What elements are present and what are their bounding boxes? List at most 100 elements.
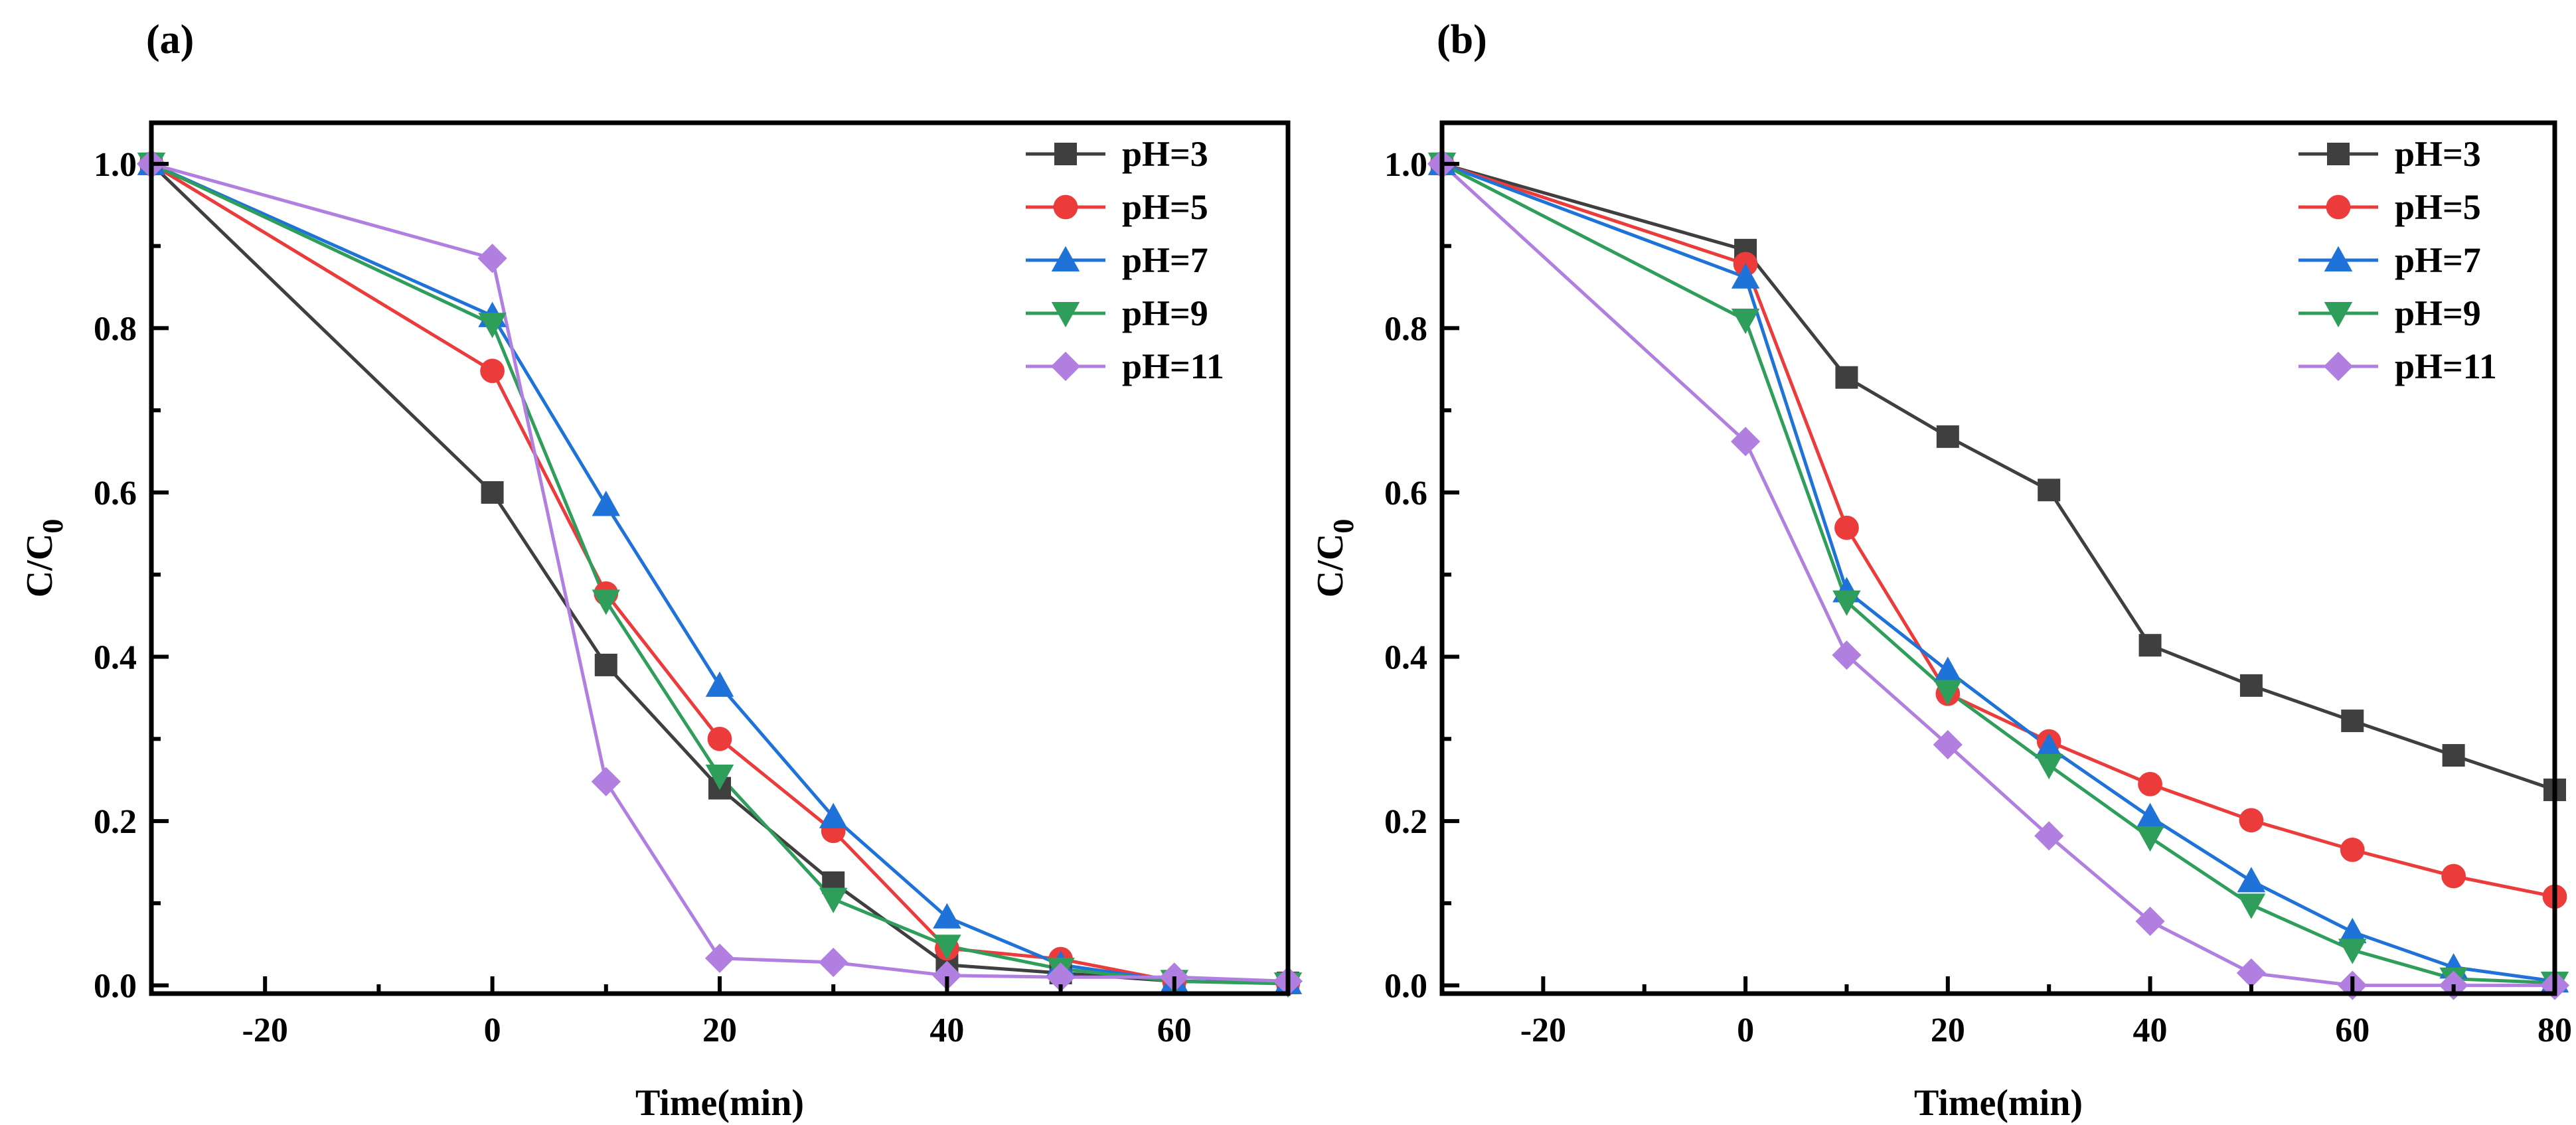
panel-label: (a)	[146, 17, 194, 62]
data-point-pH=7-30	[819, 802, 848, 828]
series-line-pH=3	[150, 163, 1289, 985]
x-tick-label: -20	[1520, 1012, 1566, 1049]
data-point-pH=7-20	[705, 671, 734, 697]
data-point-pH=9-0	[478, 313, 507, 338]
x-tick-label: 60	[1157, 1012, 1192, 1049]
y-tick-label: 0.6	[1384, 475, 1427, 512]
data-point-pH=11-0	[1730, 427, 1761, 457]
data-point-pH=11-0	[477, 244, 507, 273]
x-tick-label: 40	[2133, 1012, 2168, 1049]
legend-marker-pH=11	[2323, 351, 2354, 382]
data-point-pH=5-20	[707, 726, 732, 751]
data-point-pH=3-60	[2341, 710, 2364, 733]
data-point-pH=9-60	[2338, 938, 2367, 964]
series-line-pH=9	[1441, 162, 2555, 985]
legend-marker-pH=11	[1050, 351, 1081, 382]
data-point-pH=11-10	[591, 767, 621, 796]
data-point-pH=7-50	[2237, 867, 2266, 893]
data-point-pH=11-20	[704, 943, 735, 973]
series-line-pH=9	[150, 162, 1289, 986]
series-line-pH=7	[1441, 162, 2555, 983]
data-point-pH=5-60	[2340, 838, 2365, 862]
data-point-pH=5-10	[1834, 515, 1859, 540]
x-axis-title: Time(min)	[635, 1083, 804, 1124]
x-tick-label: -20	[242, 1012, 288, 1049]
data-point-pH=7-40	[933, 903, 961, 929]
chart-panel-a: (a) -20 0 20 40 60 0.0 0.2 0.4 0.6 0.8 1.0 Time(min)…	[19, 17, 1303, 1124]
legend-label: pH=5	[2395, 187, 2481, 227]
data-point-pH=3-50	[2239, 674, 2263, 697]
data-point-pH=9-0	[1731, 309, 1760, 335]
legend: pH=3 pH=5 pH=7 pH=9 pH=11	[2298, 134, 2497, 386]
legend-label: pH=5	[1122, 187, 1208, 227]
y-axis-title-subscript: 0	[1327, 519, 1360, 534]
data-point-pH=7-60	[2338, 917, 2367, 944]
y-tick-label: 0.2	[1384, 803, 1427, 841]
data-point-pH=3-10	[1835, 366, 1858, 389]
legend-label: pH=11	[1122, 346, 1224, 386]
series-line-pH=11	[151, 162, 1289, 983]
data-point-pH=9-20	[1933, 680, 1963, 706]
data-point-pH=3-40	[2138, 634, 2162, 657]
data-point-pH=3-0	[481, 481, 504, 504]
series-line-pH=5	[1441, 162, 2555, 899]
series-group	[1427, 149, 2570, 1000]
legend-marker-pH=3	[2327, 143, 2350, 165]
data-point-pH=7-0	[1731, 263, 1760, 289]
data-point-pH=9-20	[705, 765, 734, 790]
data-point-pH=3-70	[2442, 744, 2465, 767]
y-tick-label: 0.2	[94, 803, 137, 841]
y-axis-title-subscript: 0	[37, 519, 69, 534]
series-line-pH=3	[1441, 162, 2555, 792]
legend-label: pH=9	[2395, 293, 2481, 333]
y-tick-label: 0.0	[1384, 968, 1427, 1006]
x-tick-label: 20	[1931, 1012, 1965, 1049]
y-tick-label: 0.4	[94, 639, 137, 677]
legend-label: pH=3	[2395, 134, 2481, 174]
data-point-pH=9-40	[2136, 826, 2164, 852]
data-point-pH=7-40	[2136, 802, 2164, 828]
series-line-pH=11	[1441, 163, 2555, 988]
x-tick-label: 60	[2335, 1012, 2370, 1049]
x-tick-label: 80	[2537, 1012, 2572, 1049]
data-point-pH=11-50	[1046, 962, 1076, 992]
data-point-pH=11-30	[819, 947, 848, 978]
chart-panel-b: (b) -20 0 20 40 60 80 0.0 0.2 0.4 0.6 0.8 1.0 Time(mi…	[1310, 17, 2572, 1124]
y-tick-label: 0.6	[94, 475, 137, 512]
legend-label: pH=11	[2395, 346, 2497, 386]
plot-frame	[149, 120, 1291, 996]
data-point-pH=11-10	[1832, 640, 1862, 670]
x-tick-label: 40	[929, 1012, 964, 1049]
y-tick-label: 1.0	[94, 146, 137, 184]
data-point-pH=5-50	[2239, 808, 2264, 833]
x-tick-label: 0	[1737, 1012, 1754, 1049]
y-tick-label: 0.0	[94, 968, 137, 1006]
data-point-pH=9-40	[933, 935, 961, 960]
series-line-pH=5	[150, 162, 1289, 985]
data-point-pH=9-30	[819, 887, 848, 913]
legend-marker-pH=7	[2324, 246, 2353, 271]
legend-marker-pH=5	[1053, 194, 1078, 220]
legend-marker-pH=3	[1054, 143, 1077, 165]
legend-marker-pH=9	[1051, 302, 1080, 328]
data-point-pH=9-10	[592, 589, 621, 615]
x-tick-label: 20	[702, 1012, 737, 1049]
y-axis-title-main: C/C	[1310, 534, 1351, 597]
data-point-pH=9-50	[2237, 893, 2266, 919]
data-point-pH=7-30	[2034, 733, 2063, 759]
data-point-pH=11-30	[2034, 821, 2064, 851]
legend: pH=3 pH=5 pH=7 pH=9 pH=11	[1026, 134, 1224, 386]
y-axis-title: C/C0	[19, 519, 69, 597]
y-axis-title-main: C/C	[19, 534, 60, 597]
data-point-pH=5-0	[480, 358, 505, 384]
data-point-pH=7-20	[1933, 656, 1963, 682]
data-point-pH=3-30	[2038, 479, 2061, 502]
legend-label: pH=9	[1122, 293, 1208, 333]
data-point-pH=11-40	[932, 960, 962, 990]
series-line-pH=7	[150, 162, 1289, 985]
data-point-pH=9-30	[2034, 753, 2063, 780]
legend-label: pH=3	[1122, 134, 1208, 174]
y-tick-label: 0.8	[94, 310, 137, 348]
legend-marker-pH=7	[1051, 246, 1080, 271]
